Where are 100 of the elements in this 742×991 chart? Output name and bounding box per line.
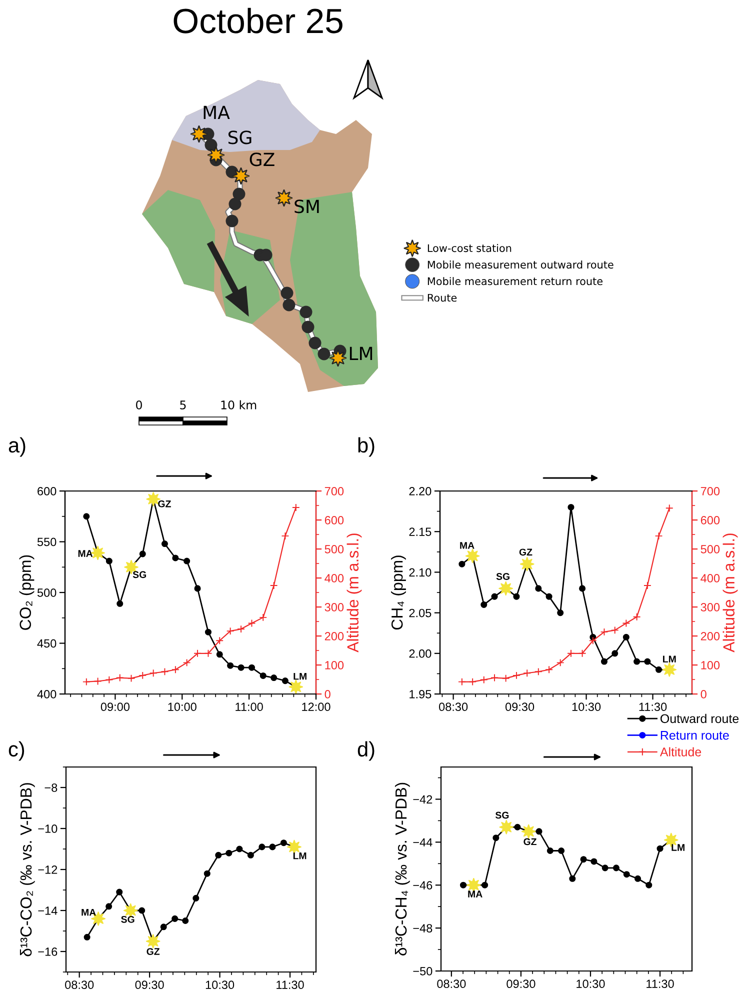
point [84,934,90,940]
x-tick-label: 08:30 [65,980,94,990]
text: October 25 [174,8,342,34]
point [172,554,179,562]
y-tick-label: 550 [37,538,56,546]
point [502,674,510,682]
point [612,650,618,657]
chart-title: d) [358,741,374,761]
point [656,845,664,852]
legend-label: Mobile measurement outward route [428,260,614,269]
y-tick-label: 600 [38,487,56,496]
point [204,870,210,877]
y-axis-title: δ¹³C-CH₄ (‰ vs. V-PDB) [394,782,410,956]
x-tick-label: 10:30 [576,980,605,988]
y2-tick-label: 400 [324,574,344,582]
point [492,834,500,842]
x-tick-label: 08:30 [437,980,466,988]
point [568,504,574,511]
point [182,658,191,667]
point [227,662,234,669]
point [286,840,302,854]
y2-tick-label: 400 [700,574,720,582]
point [545,666,553,674]
y2-tick-label: 200 [700,632,720,640]
y2-axis-title: Altitude (m a.s.l.) [722,534,738,652]
annotation: GZ [158,500,171,508]
point [491,593,498,600]
y-tick-label: 2.15 [409,528,432,536]
annotation: LM [663,656,676,662]
y-tick-label: −42 [413,795,432,804]
annotation: GZ [524,838,536,846]
point [127,674,136,682]
point [161,540,168,548]
point [655,666,662,673]
annotation: LM [672,844,684,851]
point [146,934,160,949]
point [512,671,520,680]
y-axis-title: CH₄ (ppm) [391,556,406,630]
chart-title: c) [8,741,24,761]
y-tick-label: −16 [38,948,58,956]
point [546,847,554,854]
legend-label: Return route [660,731,729,740]
x-tick-label: 11:00 [236,702,263,712]
point [634,875,642,882]
point [558,847,565,854]
y-tick-label: 2.05 [409,608,432,618]
point [238,664,244,671]
point [184,558,190,564]
annotation: LM [294,673,306,680]
y-tick-label: −44 [413,838,432,846]
point [82,678,90,686]
y2-tick-label: 500 [324,545,344,554]
text: LM [350,346,372,360]
text: SG [228,130,252,144]
point [600,658,608,665]
point [292,504,300,512]
annotation: SG [495,812,509,819]
annotation: MA [82,908,96,916]
point [622,619,630,628]
y-tick-label: −10 [38,824,58,833]
point [623,871,630,878]
annotation: SG [121,916,134,923]
point [610,626,619,634]
legend-label: Low-cost station [428,244,512,252]
point [590,858,598,865]
point [556,658,564,667]
y-tick-label: −8 [44,784,58,792]
annotation: MA [78,550,93,557]
point [520,556,534,572]
point [490,674,498,682]
point [138,671,147,680]
annotation: GZ [146,948,160,955]
point [106,903,112,910]
point [259,613,268,622]
point [482,882,488,888]
x-tick-label: 10:30 [572,702,601,712]
text: 10 km [221,400,256,410]
y-tick-label: 500 [37,588,56,597]
point [580,856,587,863]
point [270,674,278,682]
y2-tick-label: 600 [324,516,344,524]
y2-tick-label: 700 [324,487,344,496]
point [248,664,256,671]
y-tick-label: −46 [413,881,432,890]
point [632,612,641,621]
point [94,677,102,686]
point [226,850,232,856]
point [258,844,266,850]
point [646,882,652,888]
point [270,582,278,590]
legend-label: Mobile measurement return route [428,277,602,286]
point [578,649,586,658]
y2-tick-label: 300 [700,603,720,612]
point [622,634,630,640]
y2-tick-label: 0 [324,690,330,698]
point [139,550,146,558]
x-tick-label: 09:30 [135,980,164,990]
annotation: MA [468,890,482,898]
x-tick-label: 09:30 [505,702,534,712]
point [149,669,158,678]
